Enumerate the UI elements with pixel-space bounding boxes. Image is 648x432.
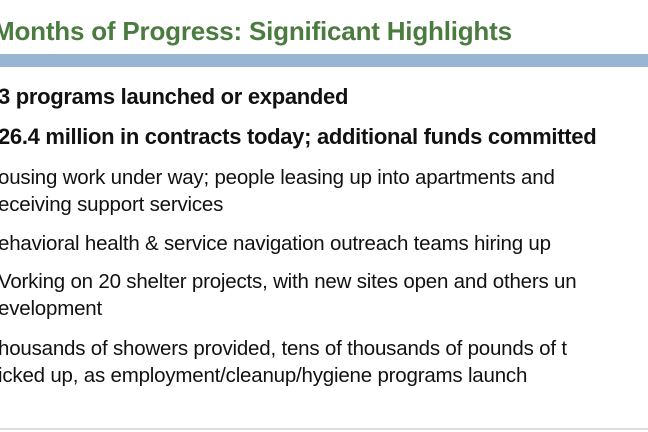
bullet-5-line-1: Vorking on 20 shelter projects, with new…	[0, 270, 577, 293]
bullet-5-line-2: evelopment	[0, 297, 102, 320]
bullet-6-line-1: housands of showers provided, tens of th…	[0, 337, 567, 360]
bullet-4-line-1: ehavioral health & service navigation ou…	[0, 232, 551, 255]
bullet-6-line-2: icked up, as employment/cleanup/hygiene …	[0, 364, 528, 387]
bullet-3-line-2: eceiving support services	[0, 193, 224, 216]
bullet-3-line-1: ousing work under way; people leasing up…	[0, 166, 555, 189]
bullet-1-line-1: 3 programs launched or expanded	[0, 84, 349, 109]
title-underline-bar	[0, 54, 648, 67]
bullet-2-line-1: 26.4 million in contracts today; additio…	[0, 124, 597, 149]
bottom-divider	[0, 428, 648, 430]
slide-title: Months of Progress: Significant Highligh…	[0, 16, 512, 46]
